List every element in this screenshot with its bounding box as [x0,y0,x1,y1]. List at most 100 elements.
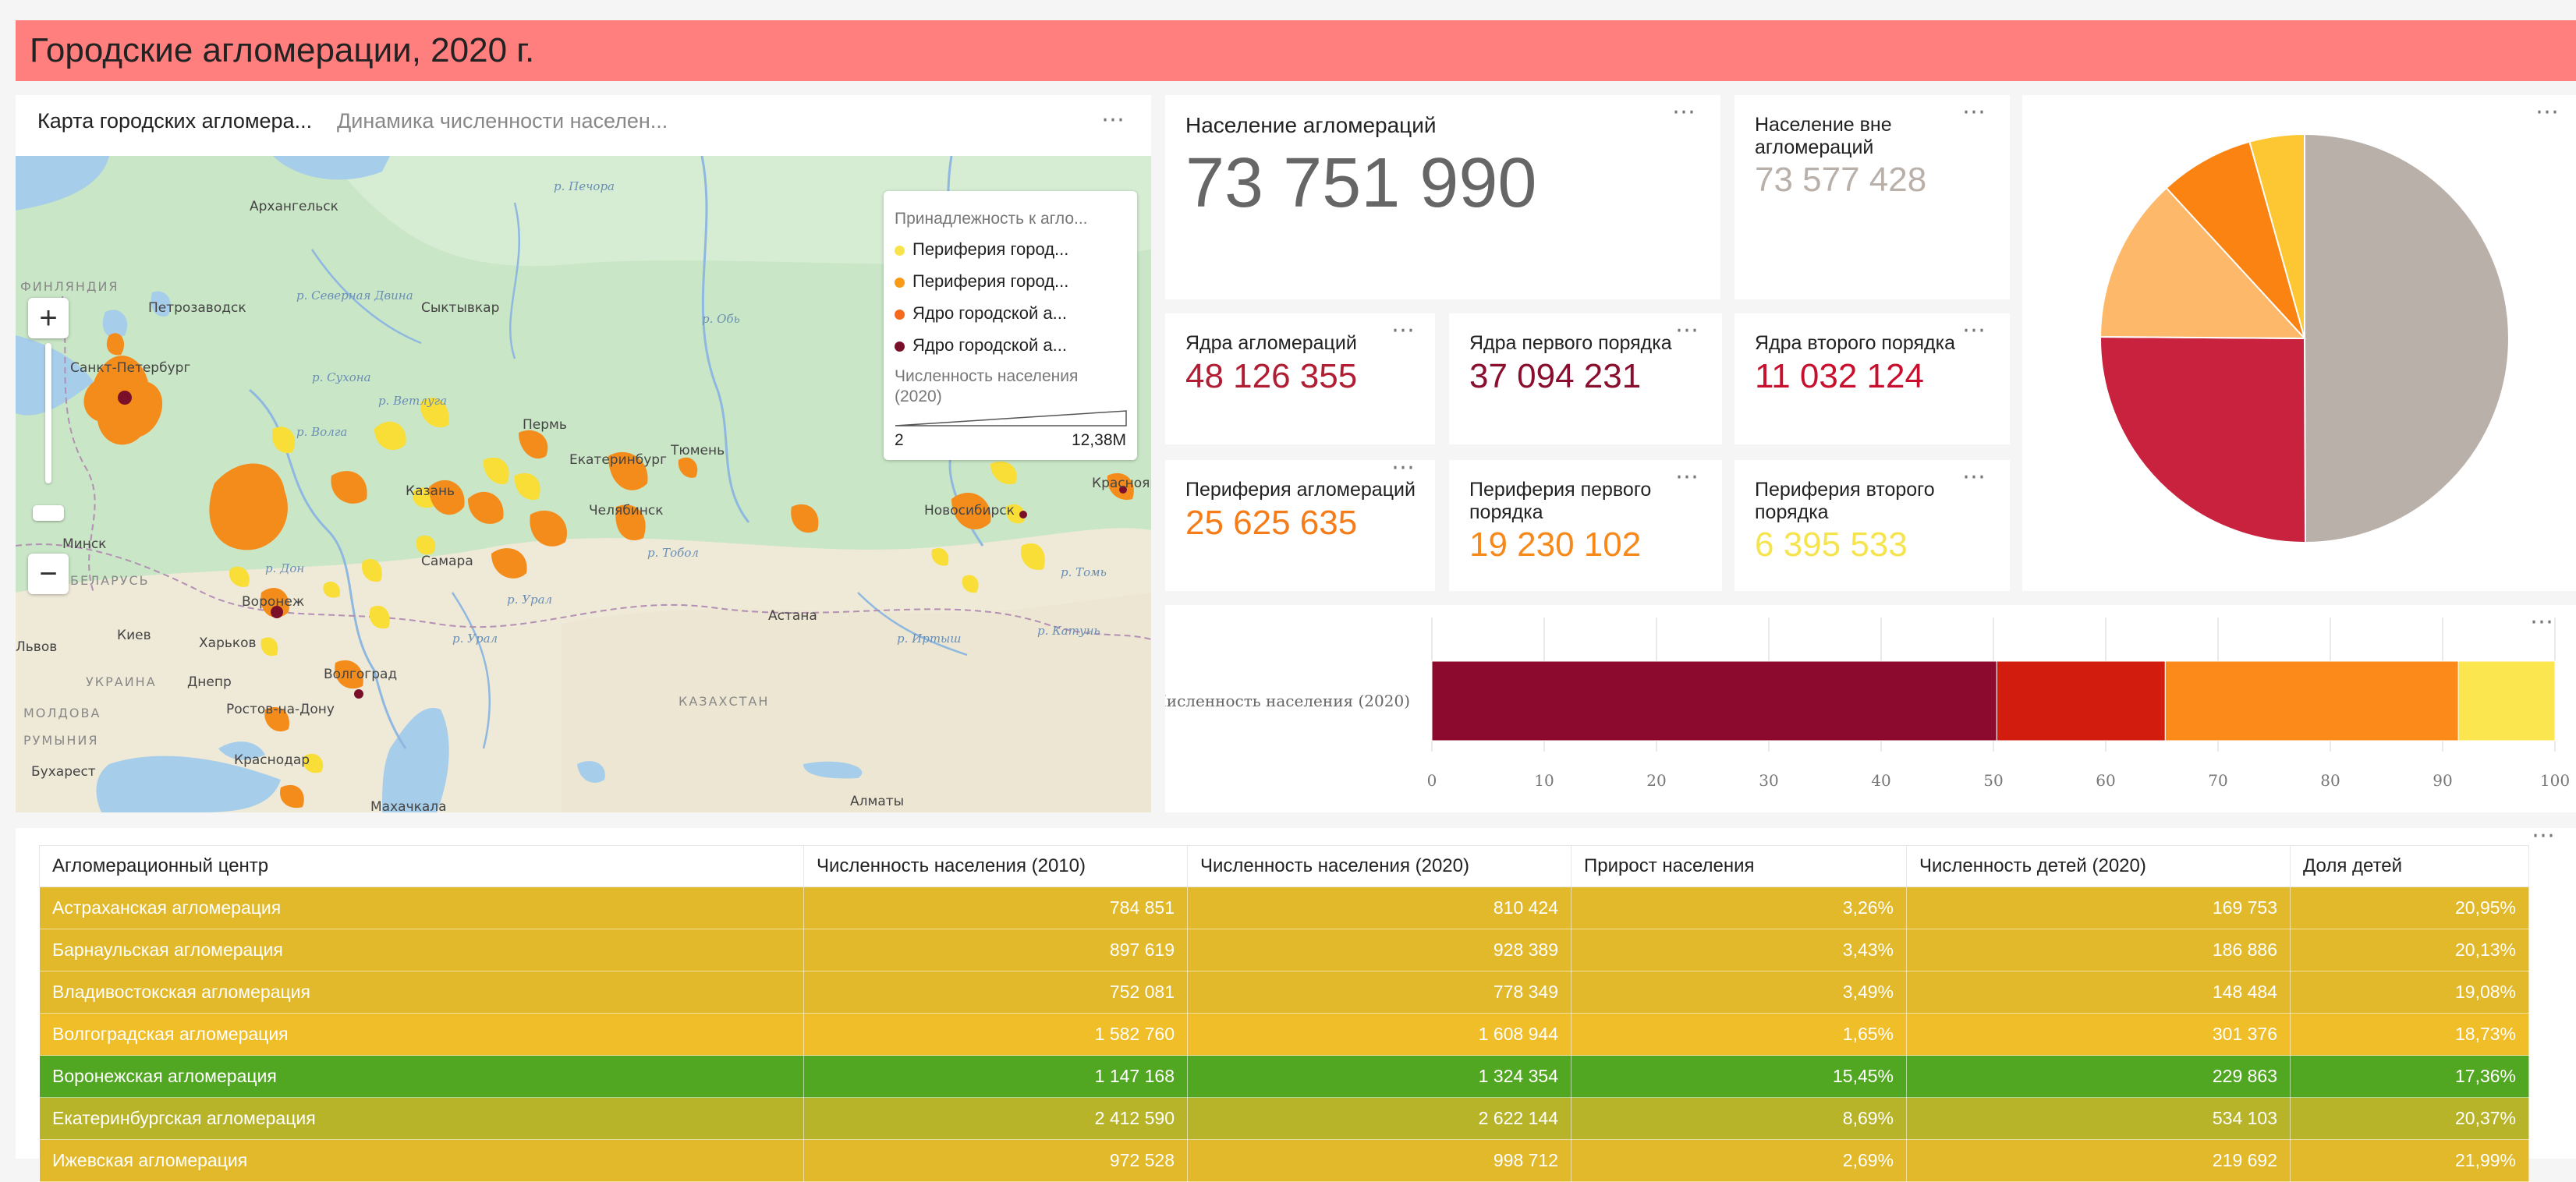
kpi-label: Ядра агломераций [1185,332,1357,354]
column-header[interactable]: Численность населения (2010) [803,845,1188,887]
more-options-icon[interactable]: ⋯ [2535,99,2560,125]
legend-size-scale [895,410,1127,426]
table-row[interactable]: Волгоградская агломерация 1 582 760 1 608 … [39,1013,2529,1056]
legend-item[interactable]: Периферия город... [895,271,1068,292]
bar-tick-label: 90 [2432,771,2452,790]
kpi-value: 73 577 428 [1755,161,1927,199]
pie-slice-1[interactable] [2099,336,2306,543]
more-options-icon[interactable]: ⋯ [1675,464,1700,490]
kpi-value: 37 094 231 [1469,357,1642,395]
legend-item[interactable]: Периферия город... [895,239,1068,260]
column-header[interactable]: Агломерационный центр [39,845,804,887]
kpi-label: Ядра второго порядка [1755,332,1956,354]
tab-map[interactable]: Карта городских агломера... [37,109,313,133]
table-header-row: Агломерационный центр Численность населе… [39,845,2529,887]
kpi-cores-first-card: Ядра первого порядка 37 094 231 ⋯ [1449,313,1722,444]
agglomeration-map[interactable]: ФИНЛЯНДИЯ БЕЛАРУСЬ УКРАИНА МОЛДОВА РУМЫН… [16,156,1151,812]
pie-slice-2[interactable] [2099,186,2307,340]
more-options-icon[interactable]: ⋯ [1962,464,1987,490]
column-header[interactable]: Прирост населения [1571,845,1907,887]
bar-segment-0[interactable] [1431,660,1997,741]
table-row[interactable]: Астраханская агломерация 784 851 810 424 3,… [39,886,2529,929]
legend-item[interactable]: Ядро городской а... [895,335,1067,356]
table-cell: 219 692 [1906,1139,2291,1182]
map-label-dnepr: Днепр [187,674,232,690]
table-cell: 810 424 [1187,886,1571,929]
bar-segment-2[interactable] [2164,660,2459,741]
table-cell: 784 851 [803,886,1188,929]
bar-segment-1[interactable] [1996,660,2166,741]
map-label-makhachkala: Махачкала [370,799,447,812]
more-options-icon[interactable]: ⋯ [2530,609,2555,635]
map-label-lvov: Львов [16,639,58,655]
table-cell: 972 528 [803,1139,1188,1182]
more-options-icon[interactable]: ⋯ [1672,99,1697,125]
more-options-icon[interactable]: ⋯ [1962,317,1987,343]
map-label-romania: РУМЫНИЯ [23,733,99,748]
column-header[interactable]: Численность детей (2020) [1906,845,2291,887]
pie-slice-0[interactable] [2304,133,2510,544]
more-options-icon[interactable]: ⋯ [1962,99,1987,125]
table-cell: 15,45% [1571,1055,1907,1098]
more-options-icon[interactable]: ⋯ [2532,823,2557,848]
bar-tick-label: 30 [1759,771,1778,790]
map-label-sukhona: р. Сухона [312,370,371,384]
table-cell-name: Ижевская агломерация [39,1139,804,1182]
pie-slice-3[interactable] [2165,140,2305,339]
bar-tick-label: 80 [2320,771,2340,790]
stacked-bar-chart[interactable]: 0 10 20 30 40 50 60 70 80 90 100 Численность населе… [1165,605,2576,812]
table-row[interactable]: Ижевская агломерация 972 528 998 712 2,69% 2… [39,1139,2529,1182]
map-label-spb: Санкт-Петербург [70,360,191,376]
legend-item[interactable]: Ядро городской а... [895,303,1067,324]
table-row[interactable]: Екатеринбургская агломерация 2 412 590 2 6… [39,1097,2529,1140]
kpi-value: 48 126 355 [1185,357,1358,395]
column-header[interactable]: Численность населения (2020) [1187,845,1571,887]
table-cell-name: Екатеринбургская агломерация [39,1097,804,1140]
more-options-icon[interactable]: ⋯ [1675,317,1700,343]
table-cell: 2,69% [1571,1139,1907,1182]
kpi-label: Население агломераций [1185,113,1437,137]
more-options-icon[interactable]: ⋯ [1101,107,1126,133]
kpi-label: Ядра первого порядка [1469,332,1672,354]
column-header[interactable]: Доля детей [2290,845,2529,887]
legend-size-min: 2 [895,431,904,449]
more-options-icon[interactable]: ⋯ [1391,455,1416,480]
map-label-arkhangelsk: Архангельск [250,199,338,214]
zoom-slider-track[interactable] [45,343,51,483]
table-cell-name: Владивостокская агломерация [39,971,804,1014]
bar-segment-3[interactable] [2457,660,2556,741]
legend-label: Периферия город... [912,271,1069,291]
table-cell: 8,69% [1571,1097,1907,1140]
map-label-moldova: МОЛДОВА [23,706,101,720]
pie-slice-4[interactable] [2248,133,2305,339]
table-cell: 1 608 944 [1187,1013,1571,1056]
map-label-syktyvkar: Сыктывкар [421,300,500,316]
kpi-label: Население вне агломераций [1755,114,1892,158]
map-label-almaty: Алматы [850,794,905,809]
kpi-label: Периферия первого порядка [1469,479,1652,523]
table-row[interactable]: Барнаульская агломерация 897 619 928 389 3,… [39,929,2529,971]
table-cell: 21,99% [2290,1139,2529,1182]
map-label-belarus: БЕЛАРУСЬ [70,573,150,588]
table-cell: 148 484 [1906,971,2291,1014]
map-label-ob: р. Обь [702,312,740,326]
zoom-out-button[interactable]: − [28,554,69,594]
more-options-icon[interactable]: ⋯ [1391,317,1416,343]
map-label-vetluga: р. Ветлуга [378,394,448,408]
zoom-in-button[interactable]: + [28,298,69,338]
bar-category-label: Численность населения (2020) [1165,692,1410,710]
map-label-buharest: Бухарест [31,764,96,780]
zoom-slider-handle[interactable] [33,505,64,521]
table-row[interactable]: Владивостокская агломерация 752 081 778 34… [39,971,2529,1014]
table-cell: 229 863 [1906,1055,2291,1098]
map-label-kazan: Казань [406,483,455,499]
map-label-samara: Самара [421,554,473,569]
legend-label: Ядро городской а... [912,335,1067,355]
tab-population-dynamics[interactable]: Динамика численности населен... [337,109,668,133]
map-label-krasnoyarsk: Красноярск [1092,476,1151,491]
table-cell: 3,49% [1571,971,1907,1014]
kpi-periphery-card: Периферия агломераций 25 625 635 ⋯ [1165,455,1435,591]
table-cell-name: Волгоградская агломерация [39,1013,804,1056]
pie-chart[interactable] [2022,95,2576,591]
table-row[interactable]: Воронежская агломерация 1 147 168 1 324 35… [39,1055,2529,1098]
